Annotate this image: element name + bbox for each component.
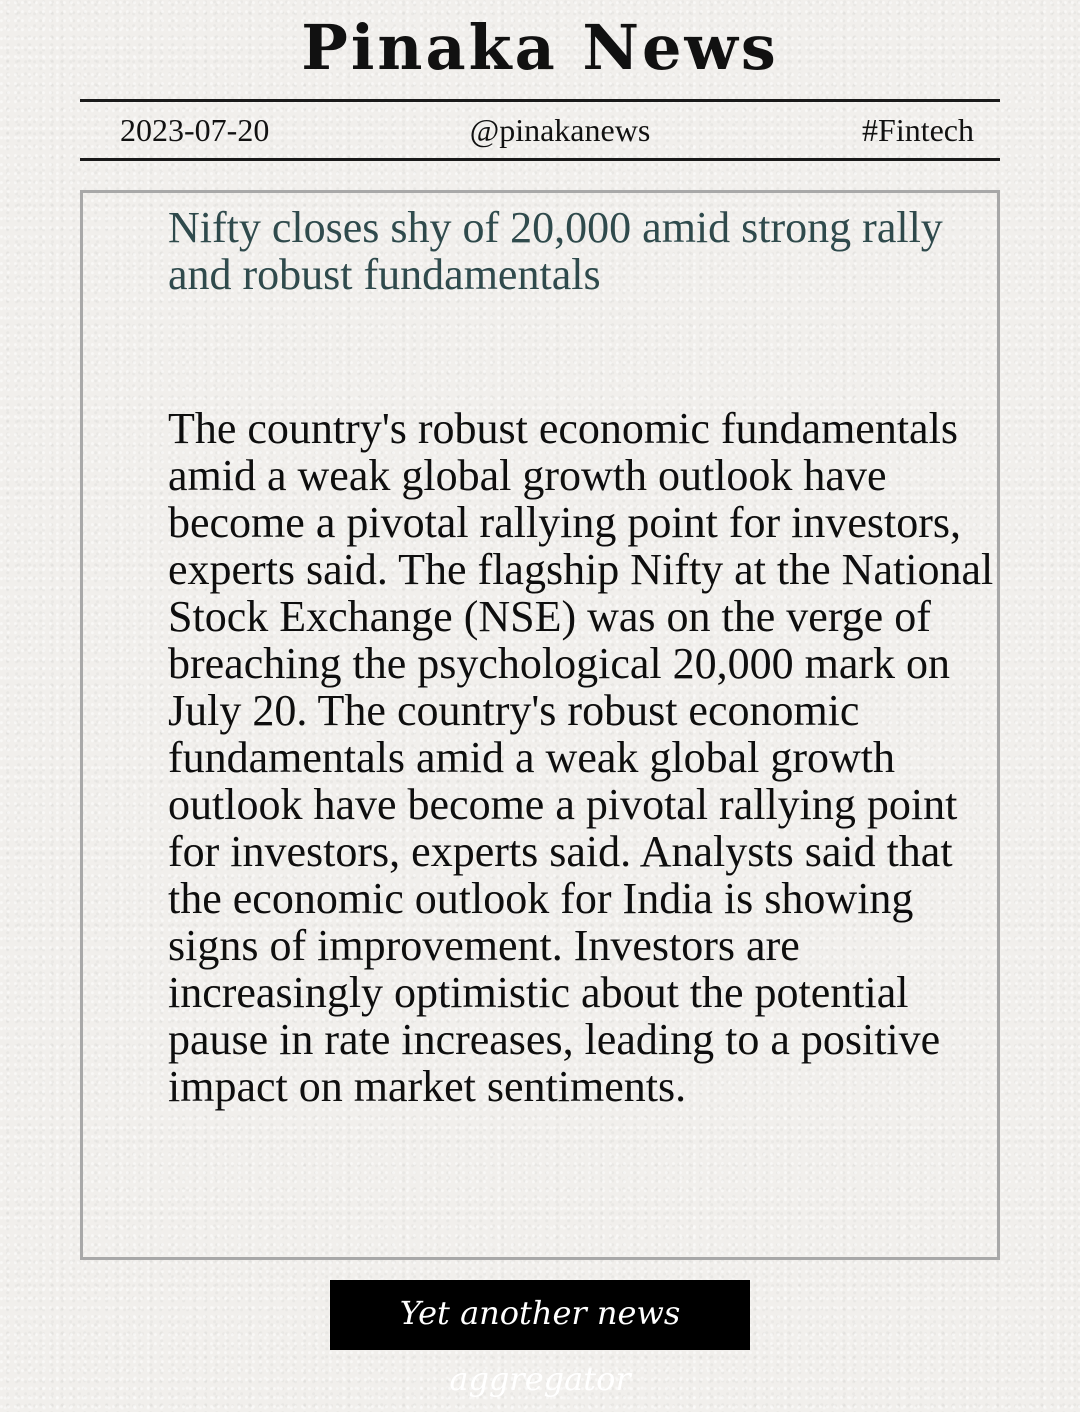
article-body: The country's robust economic fundamenta… bbox=[168, 404, 994, 1111]
social-handle: @pinakanews bbox=[469, 112, 651, 148]
category-hashtag: #Fintech bbox=[862, 112, 974, 148]
masthead-rule-bottom bbox=[80, 158, 1000, 161]
article-frame bbox=[80, 190, 1000, 1260]
article-headline: Nifty closes shy of 20,000 amid strong r… bbox=[168, 203, 943, 299]
tagline-text: Yet another news aggregator bbox=[399, 1294, 681, 1398]
masthead-rule-top bbox=[80, 99, 1000, 102]
tagline-banner: Yet another news aggregator bbox=[330, 1280, 750, 1398]
publish-date: 2023-07-20 bbox=[120, 112, 270, 148]
masthead-title: Pinaka News bbox=[301, 11, 779, 84]
